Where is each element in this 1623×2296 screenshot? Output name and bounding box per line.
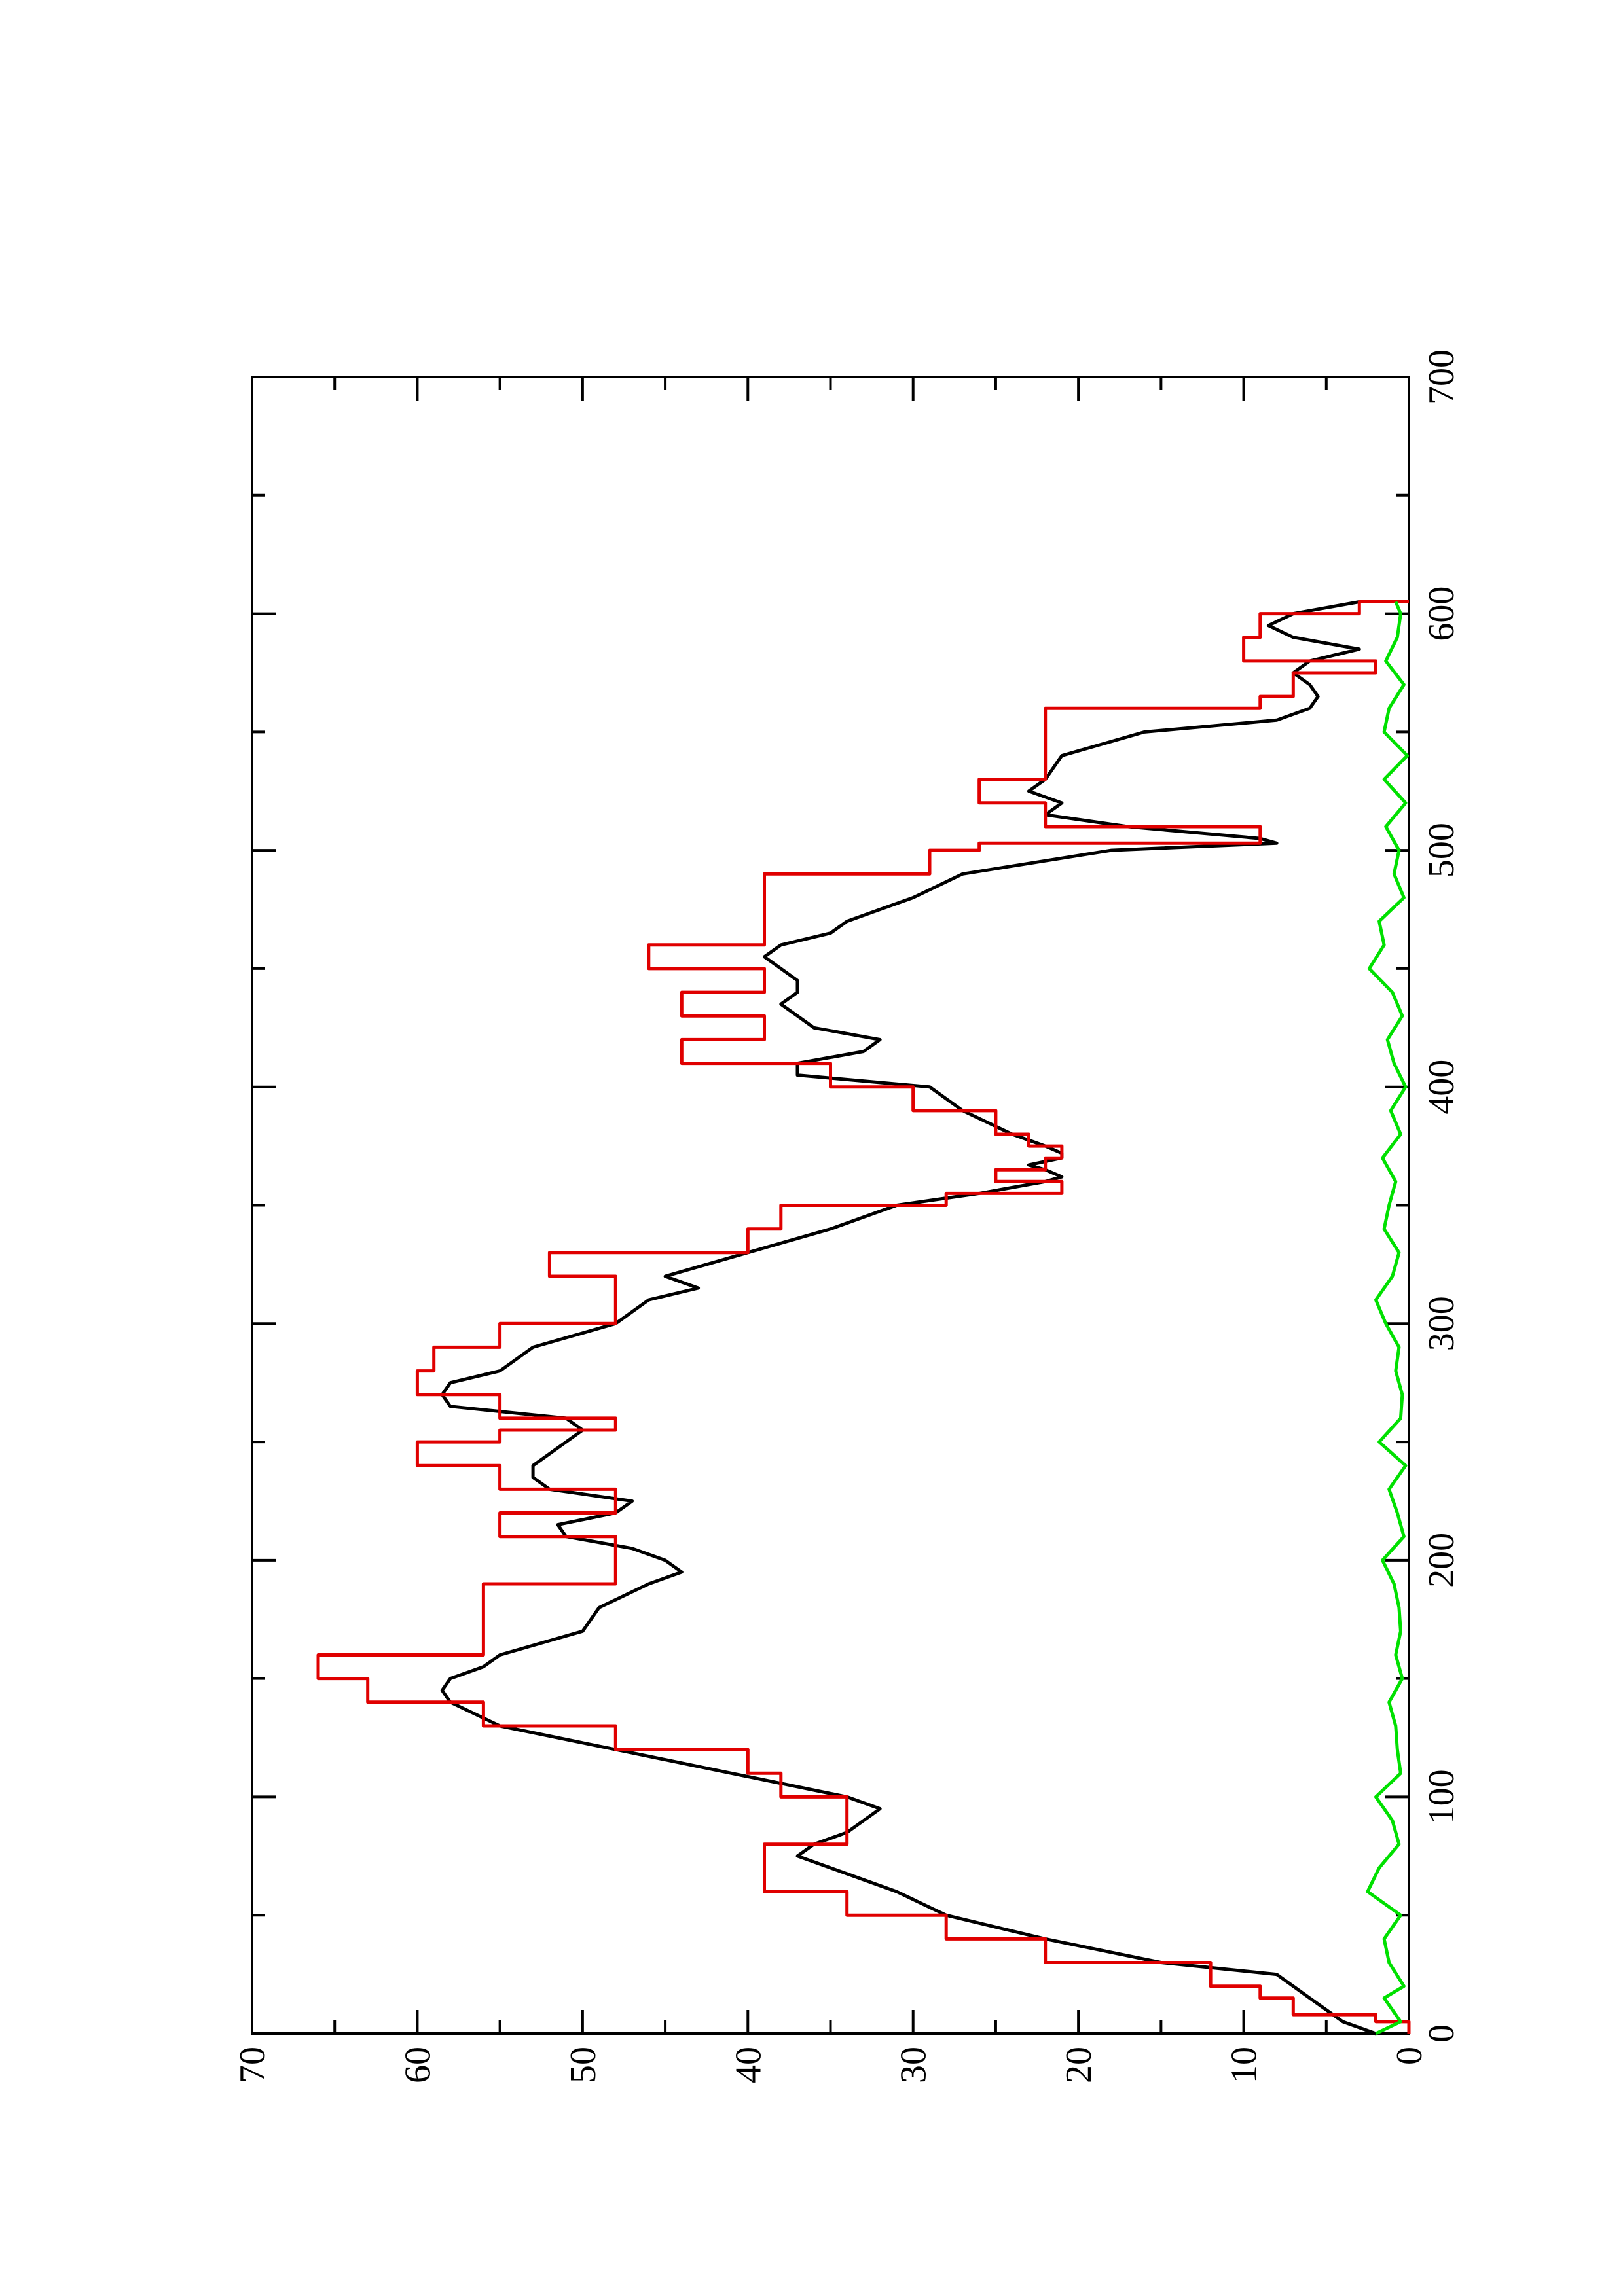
y-tick-label: 30 xyxy=(894,2047,934,2083)
x-tick-label: 100 xyxy=(1421,1769,1462,1824)
series-line-2 xyxy=(316,600,1411,2034)
series-line-1 xyxy=(440,600,1377,2036)
data-lines xyxy=(316,600,1411,2036)
y-tick-label: 20 xyxy=(1059,2047,1099,2083)
plot-area xyxy=(251,376,1411,2036)
tick-marks xyxy=(251,376,1410,2035)
y-axis-labels: 0 10 20 30 40 50 60 70 xyxy=(232,2047,1430,2083)
x-tick-label: 300 xyxy=(1421,1296,1462,1351)
x-tick-label: 0 xyxy=(1421,2024,1462,2043)
x-tick-label: 500 xyxy=(1421,823,1462,878)
y-tick-label: 60 xyxy=(397,2047,438,2083)
y-tick-label: 0 xyxy=(1389,2047,1430,2065)
y-tick-label: 40 xyxy=(728,2047,769,2083)
y-tick-label: 10 xyxy=(1224,2047,1265,2083)
x-tick-label: 200 xyxy=(1421,1533,1462,1588)
series-line-3 xyxy=(1366,601,1409,2036)
y-tick-label: 70 xyxy=(232,2047,273,2083)
x-axis-labels: 0 100 200 300 400 500 600 700 xyxy=(1421,350,1462,2043)
x-tick-label: 400 xyxy=(1421,1060,1462,1115)
y-tick-label: 50 xyxy=(563,2047,604,2083)
x-tick-label: 700 xyxy=(1421,350,1462,404)
x-tick-label: 600 xyxy=(1421,586,1462,641)
